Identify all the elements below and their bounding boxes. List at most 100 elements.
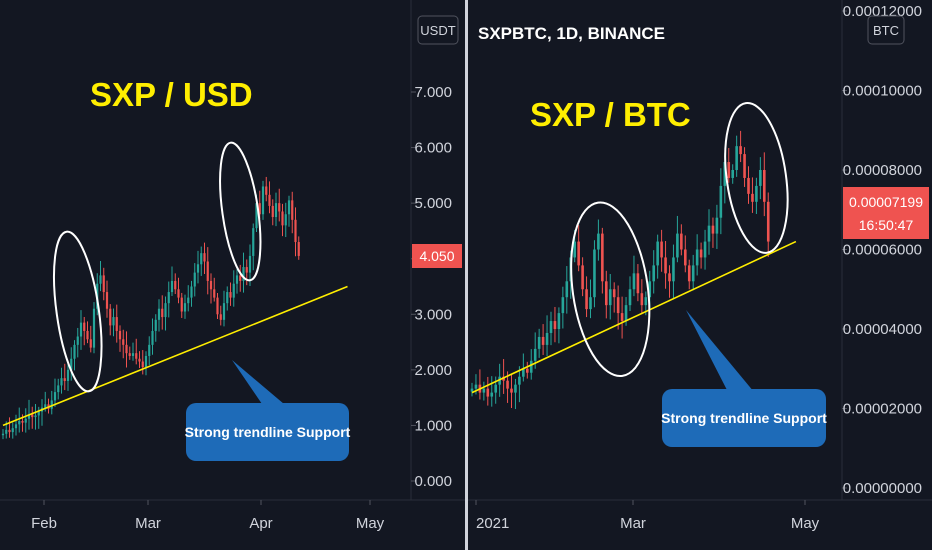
- candle-body: [193, 272, 196, 287]
- candle-body: [284, 214, 287, 226]
- y-tick-label: 0.00012000: [843, 3, 922, 20]
- candle-body: [53, 392, 57, 401]
- candle-body: [608, 289, 612, 306]
- panel-divider: [465, 0, 468, 550]
- y-tick-label: 0.00002000: [843, 401, 922, 418]
- trendline: [2, 285, 348, 427]
- candle-body: [131, 353, 135, 356]
- candle-body: [161, 308, 164, 318]
- candle-body: [148, 344, 151, 356]
- candle-body: [660, 241, 663, 258]
- right-big-label: SXP / BTC: [530, 96, 691, 133]
- candle-body: [699, 249, 703, 258]
- candle-body: [628, 289, 632, 306]
- candle-body: [24, 418, 27, 423]
- candle-body: [122, 339, 125, 345]
- left-callout-box: [186, 403, 349, 461]
- candle-body: [743, 154, 746, 178]
- candle-body: [232, 283, 235, 298]
- candle-body: [271, 205, 274, 218]
- candle-body: [76, 336, 79, 345]
- candle-body: [245, 267, 248, 273]
- candle-body: [731, 170, 734, 178]
- candle-body: [265, 186, 268, 195]
- candle-body: [652, 265, 655, 282]
- candle-body: [128, 353, 131, 356]
- candle-body: [549, 321, 553, 333]
- candle-body: [141, 361, 144, 368]
- candle-body: [144, 355, 148, 368]
- candle-body: [711, 225, 715, 234]
- candle-body: [222, 303, 226, 320]
- candle-body: [601, 233, 604, 282]
- candle-body: [180, 297, 183, 312]
- candle-body: [112, 317, 115, 326]
- x-tick-label: May: [791, 515, 820, 532]
- candle-body: [11, 428, 14, 433]
- candle-body: [70, 358, 73, 370]
- candle-body: [687, 265, 691, 282]
- candle-body: [281, 211, 284, 226]
- candle-body: [474, 384, 478, 389]
- candle-body: [624, 305, 628, 322]
- candle-body: [170, 280, 174, 293]
- candle-body: [616, 297, 620, 314]
- right-callout-box: [662, 389, 826, 447]
- y-tick-label: 0.00000000: [843, 480, 922, 497]
- candle-body: [526, 368, 529, 373]
- right-currency-button[interactable]: [867, 15, 905, 45]
- candle-body: [255, 203, 258, 229]
- candle-body: [274, 203, 278, 218]
- candle-body: [203, 253, 206, 262]
- right-countdown-label: 16:50:47: [859, 217, 914, 233]
- candle-body: [219, 314, 222, 320]
- candle-body: [138, 358, 141, 362]
- candle-body: [518, 376, 521, 385]
- candle-body: [766, 201, 770, 242]
- candle-body: [86, 330, 89, 340]
- candle-body: [174, 280, 177, 290]
- candle-body: [216, 297, 219, 315]
- candle-body: [5, 429, 8, 434]
- candle-body: [672, 257, 675, 282]
- candle-body: [73, 344, 76, 359]
- candle-body: [636, 273, 640, 294]
- candle-body: [494, 384, 497, 393]
- candle-body: [239, 275, 242, 281]
- candle-body: [589, 297, 592, 310]
- candle-body: [763, 170, 766, 202]
- candle-body: [252, 228, 255, 256]
- candle-body: [684, 249, 687, 266]
- candle-body: [268, 194, 271, 206]
- candle-body: [664, 257, 667, 274]
- candle-body: [605, 281, 608, 306]
- y-tick-label: 0.000: [414, 473, 452, 490]
- y-tick-label: 6.000: [414, 140, 452, 157]
- candle-body: [620, 313, 624, 322]
- candle-body: [632, 273, 636, 290]
- candle-body: [27, 414, 31, 419]
- candle-body: [482, 388, 486, 393]
- right-callout-pointer: [686, 310, 754, 392]
- candle-body: [644, 297, 648, 306]
- candle-body: [514, 384, 517, 393]
- left-currency-button[interactable]: [417, 15, 459, 45]
- candle-body: [707, 225, 711, 242]
- candle-body: [63, 378, 66, 381]
- candle-body: [727, 162, 731, 178]
- candle-body: [261, 186, 265, 215]
- candle-body: [490, 392, 494, 397]
- y-tick-label: 0.00008000: [843, 162, 922, 179]
- candle-body: [510, 388, 513, 393]
- y-tick-label: 1.000: [414, 417, 452, 434]
- left-candles: [1, 176, 300, 440]
- candle-body: [486, 388, 490, 397]
- candle-body: [691, 265, 695, 282]
- left-last-price-tag: [412, 244, 462, 268]
- left-callout-pointer: [232, 360, 284, 404]
- x-tick-label: May: [356, 515, 385, 532]
- candle-body: [719, 185, 723, 218]
- y-tick-label: 3.000: [414, 306, 452, 323]
